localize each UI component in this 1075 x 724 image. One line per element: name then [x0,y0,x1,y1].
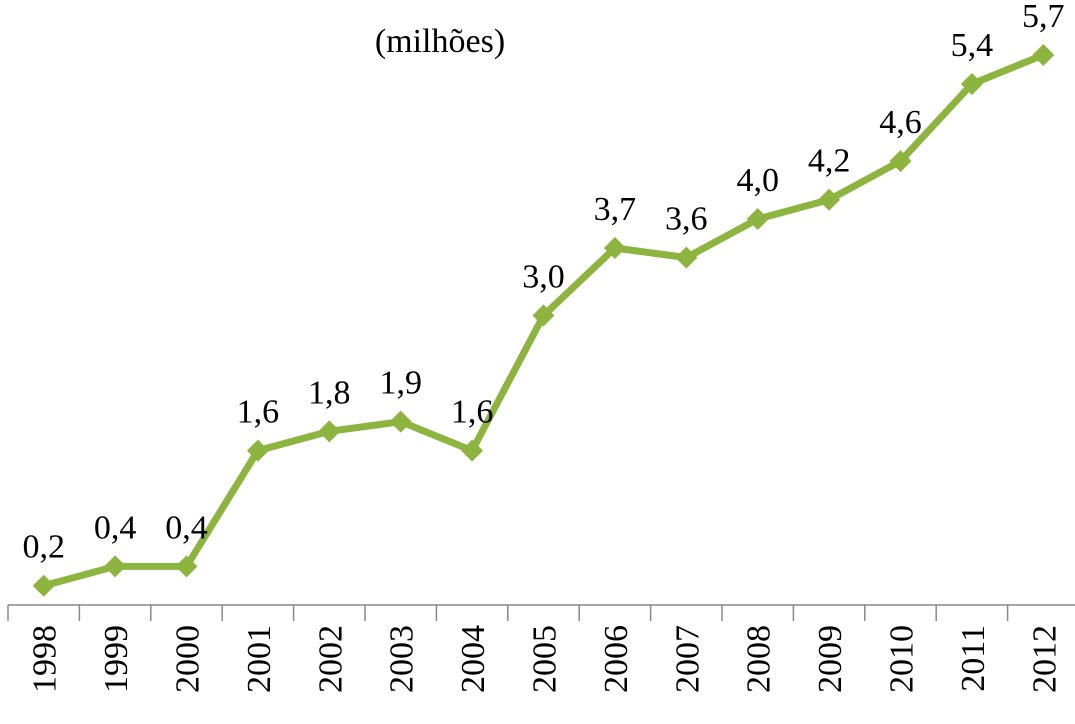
x-tick-label: 2005 [527,625,564,693]
data-label: 1,9 [379,365,422,402]
x-tick-label: 2009 [812,625,849,693]
data-label: 0,4 [94,509,137,546]
data-label: 4,0 [736,162,779,199]
x-tick-label: 2006 [598,625,635,693]
marker [461,439,484,462]
marker [389,410,412,433]
marker [318,420,341,443]
data-label: 1,6 [451,394,494,431]
marker [818,188,841,211]
marker [889,150,912,173]
x-tick-label: 1999 [98,625,135,693]
data-label: 3,0 [522,259,565,296]
data-label: 5,7 [1022,0,1065,35]
x-tick-label: 2012 [1026,625,1063,693]
marker [175,555,198,578]
x-tick-label: 2011 [955,625,992,692]
data-label: 3,6 [665,201,708,238]
marker [532,304,555,327]
marker [603,236,626,259]
data-label: 5,4 [951,27,994,64]
x-tick-label: 1998 [27,625,64,693]
marker [104,555,127,578]
marker [1032,44,1055,66]
x-tick-label: 2001 [241,625,278,693]
marker [246,439,269,462]
data-label: 1,6 [237,394,280,431]
x-tick-label: 2007 [669,625,706,693]
x-tick-label: 2008 [741,625,778,693]
x-tick-label: 2000 [170,625,207,693]
chart-title: (milhões) [375,23,505,60]
marker [32,574,55,597]
data-label: 1,8 [308,374,351,411]
marker [746,208,769,231]
data-label: 3,7 [594,191,637,228]
marker [675,246,698,269]
x-tick-label: 2004 [455,625,492,693]
x-tick-label: 2002 [312,625,349,693]
data-label: 0,4 [165,509,208,546]
marker [960,72,983,95]
data-label: 0,2 [22,529,65,566]
x-tick-label: 2003 [384,625,421,693]
x-tick-label: 2010 [884,625,921,693]
data-label: 4,2 [808,143,851,180]
data-label: 4,6 [879,104,922,141]
